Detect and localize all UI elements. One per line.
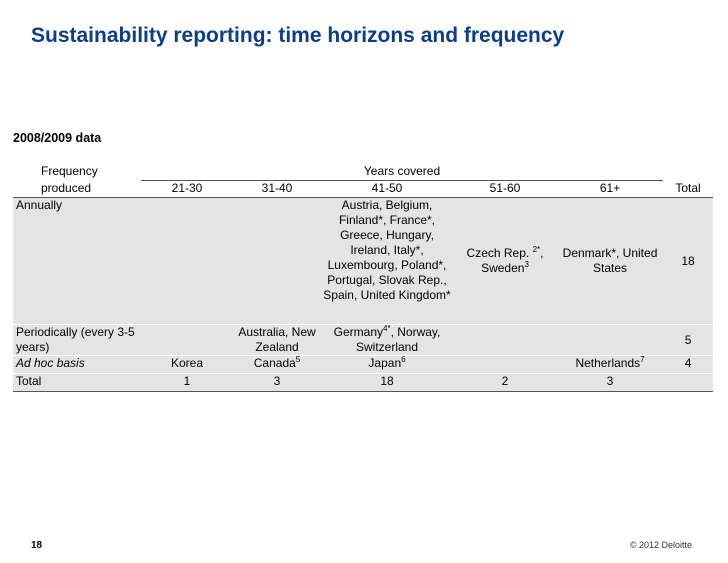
cell-31-40: Canada5 [233,355,321,374]
table-row-annually: Annually Austria, Belgium, Finland*, Fra… [13,197,714,325]
cell-51-60: Czech Rep. 2*, Sweden3 [453,197,557,325]
cell-21-30: 1 [141,373,233,392]
years-covered-header: Years covered [141,164,664,181]
table-row-adhoc: Ad hoc basis Korea Canada5 Japan6 Nether… [13,355,714,374]
cell-41-50: Austria, Belgium, Finland*, France*, Gre… [321,197,453,325]
row-label: Ad hoc basis [13,355,141,374]
data-year-label: 2008/2009 data [13,131,102,145]
cell-total: 18 [663,197,714,325]
cell-41-50: Germany4*, Norway, Switzerland [321,324,453,356]
frequency-table: Frequency Years covered produced 21-30 3… [13,164,714,392]
column-header: 51-60 [453,180,557,198]
column-header: 21-30 [141,180,233,198]
table-row-total: Total 1 3 18 2 3 [13,373,714,392]
table-row-periodically: Periodically (every 3-5 years) Australia… [13,324,714,356]
cell-51-60: 2 [453,373,557,392]
row-label: Total [13,373,141,392]
cell-61-plus: Denmark*, United States [557,197,664,325]
cell-31-40: Australia, New Zealand [233,324,321,356]
copyright-notice: © 2012 Deloitte [629,540,692,550]
row-label: Periodically (every 3-5 years) [13,324,141,356]
column-header: 61+ [557,180,664,198]
row-label: Annually [13,197,141,325]
cell-total: 4 [663,355,714,374]
slide-title: Sustainability reporting: time horizons … [31,24,565,47]
frequency-header-line2: produced [13,180,141,198]
column-header: 31-40 [233,180,321,198]
cell-41-50: 18 [321,373,453,392]
header-row-2: produced 21-30 31-40 41-50 51-60 61+ Tot… [13,180,714,198]
cell-total: 5 [663,324,714,356]
cell-31-40: 3 [233,373,321,392]
header-row-1: Frequency Years covered [13,164,713,181]
cell-61-plus: Netherlands7 [557,355,664,374]
cell-41-50: Japan6 [321,355,453,374]
column-header: Total [663,180,714,198]
cell-61-plus: 3 [557,373,664,392]
cell-21-30: Korea [141,355,233,374]
column-header: 41-50 [321,180,453,198]
frequency-header-line1: Frequency [41,164,98,178]
page-number: 18 [31,540,43,551]
